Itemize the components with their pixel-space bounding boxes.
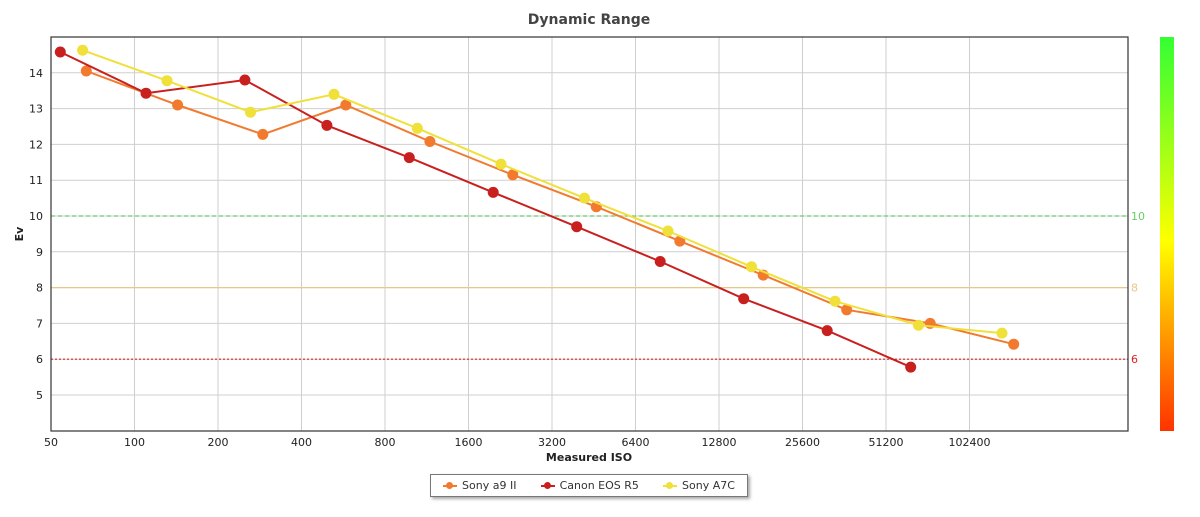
data-point[interactable] [829, 295, 841, 307]
legend-marker-icon [443, 481, 458, 489]
legend-marker-icon [540, 481, 555, 489]
series-canon-eos-r5 [54, 46, 917, 373]
reference-lines: 10 8 6 [51, 210, 1145, 366]
data-point[interactable] [913, 319, 924, 331]
data-point[interactable] [1008, 338, 1020, 350]
series-sony-a7c [77, 44, 1008, 339]
y-tick-label: 9 [36, 246, 43, 259]
legend-label: Sony A7C [682, 479, 735, 492]
y-tick-label: 12 [29, 138, 43, 151]
color-scale-bar [1160, 37, 1174, 431]
data-point[interactable] [571, 221, 583, 233]
data-point[interactable] [905, 361, 917, 373]
reference-label-10: 10 [1131, 210, 1145, 223]
legend-dot-icon [666, 481, 674, 489]
series-sony-a9-ii [80, 65, 1020, 350]
data-point[interactable] [507, 169, 519, 181]
data-point[interactable] [841, 304, 853, 316]
x-axis-title: Measured ISO [546, 451, 632, 464]
data-point[interactable] [654, 256, 666, 267]
x-tick-label: 400 [291, 436, 312, 449]
series-layer [54, 44, 1020, 373]
data-point[interactable] [245, 106, 256, 118]
data-point[interactable] [172, 99, 184, 111]
x-tick-label: 3200 [538, 436, 566, 449]
data-point[interactable] [738, 293, 750, 305]
y-tick-label: 7 [36, 317, 43, 330]
data-point[interactable] [746, 261, 757, 273]
series-line [82, 49, 1003, 335]
x-tick-label: 1600 [455, 436, 483, 449]
data-point[interactable] [411, 122, 423, 134]
data-point[interactable] [579, 192, 590, 204]
data-point[interactable] [996, 327, 1008, 339]
legend-item[interactable]: Sony A7C [663, 479, 735, 492]
data-point[interactable] [328, 88, 340, 100]
dynamic-range-chart: Dynamic Range 10 8 6 50 100 200 400 800 1600 320… [13, 12, 1174, 464]
x-tick-label: 102400 [949, 436, 991, 449]
x-tick-label: 25600 [785, 436, 820, 449]
y-tick-label: 10 [29, 210, 43, 223]
y-tick-label: 8 [36, 282, 43, 295]
y-axis-title: Ev [13, 226, 26, 242]
reference-label-6: 6 [1131, 353, 1138, 366]
data-point[interactable] [495, 158, 507, 170]
series-line [85, 70, 1014, 346]
data-point[interactable] [674, 235, 686, 247]
data-point[interactable] [54, 46, 66, 58]
x-tick-label: 100 [124, 436, 145, 449]
data-point[interactable] [403, 152, 415, 164]
y-tick-label: 11 [29, 174, 43, 187]
legend-marker-icon [663, 481, 678, 489]
chart-title: Dynamic Range [528, 12, 650, 28]
plot-frame [50, 36, 1129, 432]
legend-item[interactable]: Canon EOS R5 [540, 479, 639, 492]
legend-dot-icon [543, 481, 551, 489]
data-point[interactable] [321, 119, 333, 131]
x-tick-label: 200 [208, 436, 229, 449]
data-point[interactable] [257, 128, 269, 140]
data-point[interactable] [821, 325, 833, 337]
x-tick-label: 50 [44, 436, 58, 449]
data-point[interactable] [662, 225, 674, 237]
x-axis-ticks: 50 100 200 400 800 1600 3200 6400 12800 25600 5120… [44, 436, 991, 449]
data-point[interactable] [424, 136, 436, 147]
legend-label: Sony a9 II [462, 479, 517, 492]
y-tick-label: 6 [36, 353, 43, 366]
data-point[interactable] [80, 65, 92, 77]
legend: Sony a9 II Canon EOS R5 Sony A7C [430, 474, 748, 497]
y-tick-label: 5 [36, 389, 43, 402]
y-tick-label: 14 [29, 67, 43, 80]
y-axis-ticks: 5 6 7 8 9 10 11 12 13 14 [29, 67, 43, 402]
data-point[interactable] [140, 87, 152, 99]
data-point[interactable] [77, 44, 89, 56]
data-point[interactable] [340, 99, 352, 111]
x-tick-label: 800 [375, 436, 396, 449]
legend-item[interactable]: Sony a9 II [443, 479, 516, 492]
plot-area [51, 37, 1128, 431]
legend-label: Canon EOS R5 [559, 479, 639, 492]
data-point[interactable] [487, 186, 499, 198]
data-point[interactable] [239, 74, 251, 86]
x-tick-label: 12800 [702, 436, 737, 449]
legend-dot-icon [446, 481, 454, 489]
data-point[interactable] [161, 75, 173, 87]
x-tick-label: 6400 [622, 436, 650, 449]
reference-label-8: 8 [1131, 282, 1138, 295]
x-tick-label: 51200 [869, 436, 904, 449]
y-tick-label: 13 [29, 103, 43, 116]
